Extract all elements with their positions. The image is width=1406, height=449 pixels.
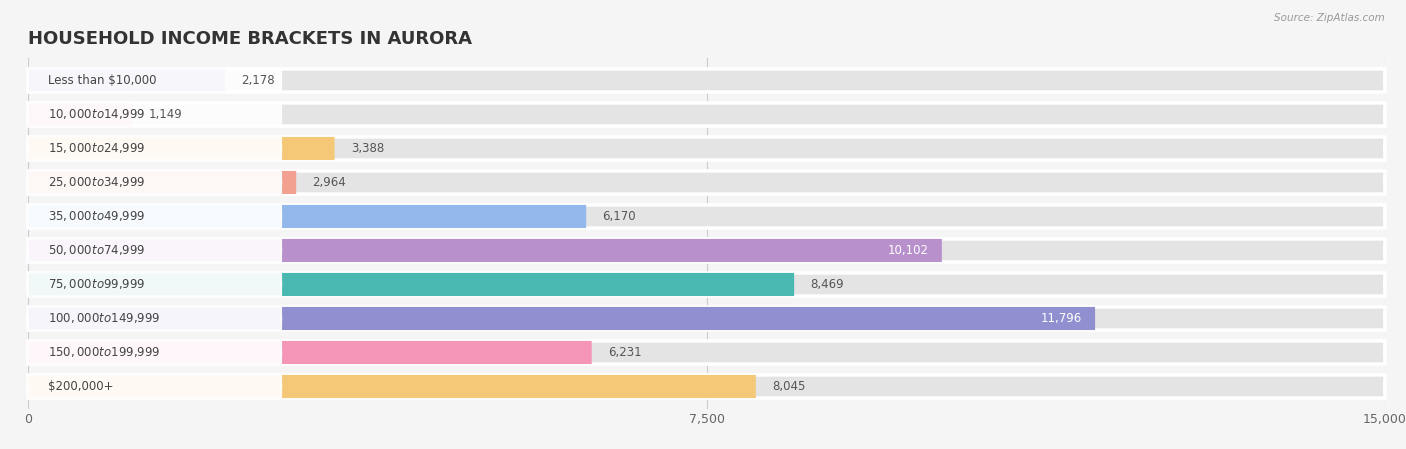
FancyBboxPatch shape [28, 205, 586, 228]
Text: Source: ZipAtlas.com: Source: ZipAtlas.com [1274, 13, 1385, 23]
Text: $150,000 to $199,999: $150,000 to $199,999 [48, 345, 160, 360]
FancyBboxPatch shape [28, 307, 1095, 330]
FancyBboxPatch shape [28, 171, 281, 194]
FancyBboxPatch shape [28, 341, 1385, 364]
FancyBboxPatch shape [28, 103, 1385, 126]
Text: $75,000 to $99,999: $75,000 to $99,999 [48, 277, 146, 291]
Text: 2,178: 2,178 [242, 74, 276, 87]
Text: $35,000 to $49,999: $35,000 to $49,999 [48, 210, 146, 224]
Text: 1,149: 1,149 [148, 108, 183, 121]
FancyBboxPatch shape [28, 375, 281, 398]
FancyBboxPatch shape [28, 307, 281, 330]
FancyBboxPatch shape [28, 137, 1385, 160]
FancyBboxPatch shape [28, 273, 1385, 296]
FancyBboxPatch shape [28, 273, 281, 296]
FancyBboxPatch shape [28, 69, 1385, 92]
Text: 8,045: 8,045 [772, 380, 806, 393]
Text: 11,796: 11,796 [1040, 312, 1081, 325]
Text: HOUSEHOLD INCOME BRACKETS IN AURORA: HOUSEHOLD INCOME BRACKETS IN AURORA [28, 31, 472, 48]
FancyBboxPatch shape [28, 341, 281, 364]
FancyBboxPatch shape [28, 137, 281, 160]
FancyBboxPatch shape [28, 239, 1385, 262]
FancyBboxPatch shape [28, 307, 1385, 330]
FancyBboxPatch shape [28, 103, 281, 126]
FancyBboxPatch shape [28, 137, 335, 160]
FancyBboxPatch shape [28, 69, 225, 92]
Text: 6,170: 6,170 [603, 210, 636, 223]
FancyBboxPatch shape [28, 341, 592, 364]
FancyBboxPatch shape [28, 103, 132, 126]
FancyBboxPatch shape [28, 171, 1385, 194]
Text: Less than $10,000: Less than $10,000 [48, 74, 157, 87]
FancyBboxPatch shape [28, 273, 794, 296]
Text: $50,000 to $74,999: $50,000 to $74,999 [48, 243, 146, 257]
FancyBboxPatch shape [28, 239, 281, 262]
Text: 6,231: 6,231 [607, 346, 641, 359]
Text: $100,000 to $149,999: $100,000 to $149,999 [48, 312, 160, 326]
Text: $15,000 to $24,999: $15,000 to $24,999 [48, 141, 146, 155]
Text: $200,000+: $200,000+ [48, 380, 114, 393]
Text: $25,000 to $34,999: $25,000 to $34,999 [48, 176, 146, 189]
Text: 10,102: 10,102 [887, 244, 928, 257]
Text: $10,000 to $14,999: $10,000 to $14,999 [48, 107, 146, 122]
FancyBboxPatch shape [28, 171, 297, 194]
FancyBboxPatch shape [28, 239, 942, 262]
FancyBboxPatch shape [28, 375, 1385, 398]
FancyBboxPatch shape [28, 375, 756, 398]
FancyBboxPatch shape [28, 69, 281, 92]
Text: 3,388: 3,388 [352, 142, 384, 155]
FancyBboxPatch shape [28, 205, 1385, 228]
FancyBboxPatch shape [28, 205, 281, 228]
Text: 8,469: 8,469 [810, 278, 844, 291]
Text: 2,964: 2,964 [312, 176, 346, 189]
